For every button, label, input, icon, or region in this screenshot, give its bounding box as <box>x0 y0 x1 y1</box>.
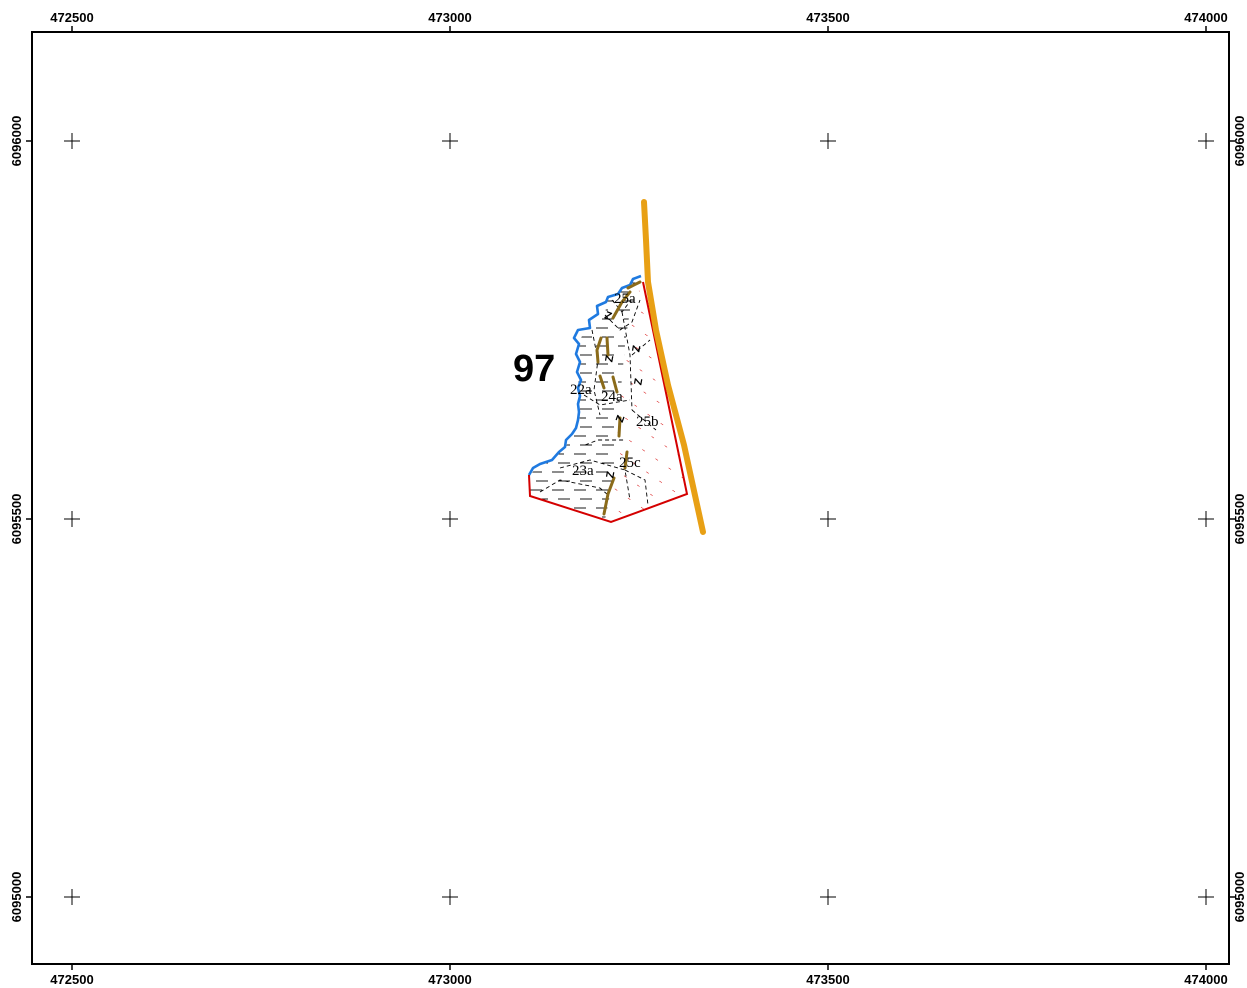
svg-text:Z: Z <box>604 470 617 479</box>
svg-text:Z: Z <box>603 354 616 363</box>
right-tick-label: 6096000 <box>1232 116 1247 167</box>
svg-text:Z: Z <box>630 344 643 353</box>
top-ticks <box>71 26 1207 32</box>
coastline <box>527 274 642 476</box>
left-tick-label: 6096000 <box>9 116 24 167</box>
bottom-tick-label: 474000 <box>1184 972 1227 987</box>
bottom-tick-label: 473000 <box>428 972 471 987</box>
stand-label: 25c <box>619 455 641 471</box>
stand-division-lines <box>539 299 657 506</box>
right-tick-label: 6095500 <box>1232 494 1247 545</box>
top-tick-label: 474000 <box>1184 10 1227 25</box>
bottom-tick-label: 473500 <box>806 972 849 987</box>
svg-text:Z: Z <box>614 413 628 424</box>
top-tick-label: 473500 <box>806 10 849 25</box>
left-tick-label: 6095000 <box>9 872 24 923</box>
road <box>641 199 706 535</box>
stand-label: 23a <box>572 463 594 479</box>
stand-label: 25a <box>614 291 636 307</box>
stand-label: 24a <box>601 389 623 405</box>
left-tick-label: 6095500 <box>9 494 24 545</box>
bottom-ticks <box>71 964 1207 970</box>
z-symbols: Z Z Z Z Z Z <box>603 310 646 480</box>
compartment-west-area <box>529 276 643 520</box>
bottom-tick-label: 472500 <box>50 972 93 987</box>
right-tick-label: 6095000 <box>1232 872 1247 923</box>
top-tick-label: 472500 <box>50 10 93 25</box>
stand-label: 25b <box>636 414 659 430</box>
stand-label: 22a <box>570 382 592 398</box>
left-ticks <box>26 140 32 898</box>
top-tick-label: 473000 <box>428 10 471 25</box>
compartment-label: 97 <box>513 348 555 390</box>
svg-text:Z: Z <box>603 310 614 324</box>
compartment-boundary <box>528 281 689 524</box>
right-ticks <box>1229 140 1235 898</box>
forest-paths <box>595 280 642 516</box>
svg-text:Z: Z <box>632 377 645 386</box>
grid-crosses <box>64 133 1214 905</box>
